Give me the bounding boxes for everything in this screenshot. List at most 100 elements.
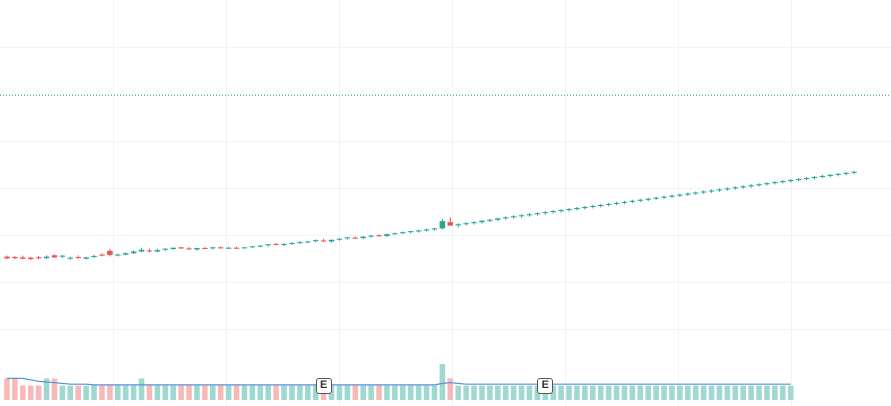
candle-body: [376, 235, 382, 237]
volume-bar: [629, 385, 636, 400]
volume-bar: [716, 385, 723, 400]
volume-bar: [637, 385, 644, 400]
volume-bar: [115, 385, 121, 400]
volume-bar: [613, 385, 620, 400]
candle-body: [677, 194, 683, 196]
candle-body: [115, 254, 121, 256]
candle-body: [590, 205, 596, 207]
candle-body: [510, 216, 517, 218]
volume-bar: [273, 385, 279, 400]
volume-bar: [574, 385, 580, 400]
volume-bar: [217, 385, 224, 400]
volume-bar: [75, 385, 81, 400]
volume-bar: [392, 385, 398, 400]
candle-body: [487, 219, 493, 221]
volume-bar: [12, 378, 18, 400]
candle-body: [257, 245, 264, 247]
volume-bar: [27, 385, 34, 400]
volume-bar: [281, 385, 287, 400]
volume-bar: [344, 385, 351, 400]
volume-bar: [99, 385, 105, 400]
candle-body: [20, 257, 26, 259]
candle-body: [653, 197, 659, 199]
candle-body: [669, 195, 675, 197]
candle-body: [692, 192, 699, 194]
volume-bar: [439, 364, 446, 400]
candle-body: [479, 220, 485, 223]
candle-body: [415, 230, 422, 232]
candle-body: [83, 257, 89, 259]
candle-body: [724, 188, 731, 190]
volume-bar: [265, 385, 271, 400]
candle-body: [43, 256, 50, 259]
volume-bar: [669, 385, 675, 400]
candle-body: [320, 240, 327, 242]
candle-body: [526, 214, 533, 216]
volume-bar: [677, 385, 683, 400]
candle-body: [297, 242, 303, 244]
earnings-marker[interactable]: E: [315, 378, 332, 394]
candle-body: [312, 240, 319, 242]
candle-body: [368, 235, 374, 237]
volume-bar: [257, 385, 264, 400]
volume-bar: [225, 385, 232, 400]
candle-body: [605, 203, 612, 205]
candle-body: [637, 199, 644, 201]
volume-bar: [83, 385, 89, 400]
volume-bar: [526, 385, 533, 400]
candle-body: [597, 204, 604, 206]
volume-bar: [447, 378, 454, 400]
volume-bar: [653, 385, 659, 400]
candle-body: [574, 208, 580, 210]
volume-bar: [91, 385, 97, 400]
volume-bar: [748, 385, 754, 400]
candle-body: [787, 180, 794, 182]
volume-bar: [186, 385, 192, 400]
volume-average-line: [7, 377, 791, 386]
candle-body: [685, 193, 691, 195]
volume-bar: [130, 385, 137, 400]
candle-body: [305, 241, 311, 243]
candle-body: [194, 248, 200, 250]
volume-bar: [621, 385, 628, 400]
volume-bar: [305, 385, 311, 400]
volume-bar: [590, 385, 596, 400]
candle-body: [75, 257, 81, 259]
candle-body: [91, 255, 97, 257]
volume-bar: [732, 385, 739, 400]
volume-bar: [756, 385, 762, 400]
volume-bar: [352, 385, 359, 400]
candle-body: [392, 233, 398, 235]
candle-body: [336, 238, 343, 240]
earnings-marker[interactable]: E: [537, 378, 554, 394]
volume-bar: [471, 385, 477, 400]
volume-bar: [463, 385, 469, 400]
candle-body: [835, 173, 841, 175]
volume-bar: [241, 385, 248, 400]
candle-body: [4, 256, 10, 259]
volume-bar: [487, 385, 493, 400]
candle-body: [241, 247, 248, 249]
candle-body: [843, 172, 849, 174]
volume-bar: [685, 385, 691, 400]
volume-bar: [210, 385, 216, 400]
candle-body: [328, 239, 335, 242]
candle-body: [400, 232, 406, 234]
volume-bar: [202, 385, 208, 400]
candle-body: [384, 234, 390, 236]
volume-bar: [4, 378, 10, 400]
candle-body: [780, 181, 786, 183]
candle-body: [621, 201, 628, 203]
candle-body: [202, 248, 208, 250]
volume-bar: [194, 385, 200, 400]
volume-bar: [328, 385, 335, 400]
candle-body: [162, 248, 169, 250]
volume-bar: [495, 385, 501, 400]
volume-bar: [20, 385, 26, 400]
candle-body: [289, 242, 295, 244]
volume-bar: [582, 385, 588, 400]
volume-bar: [510, 385, 517, 400]
volume-bar: [289, 385, 295, 400]
